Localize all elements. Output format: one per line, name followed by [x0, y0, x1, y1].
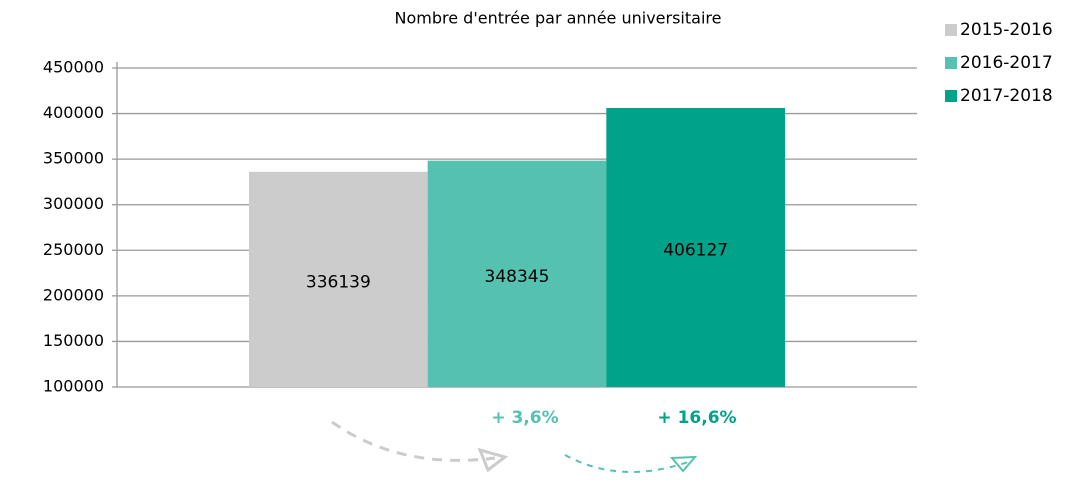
- y-tick-label: 100000: [43, 377, 104, 396]
- legend-label: 2017-2018: [960, 86, 1053, 106]
- y-tick-label: 150000: [43, 331, 104, 350]
- bar: [249, 171, 428, 387]
- data-label: 348345: [485, 267, 550, 287]
- arrow-decoration: [331, 420, 698, 473]
- legend-swatch: [945, 24, 957, 36]
- data-label: 406127: [663, 240, 728, 260]
- legend-swatch: [945, 90, 957, 102]
- annotation: + 3,6%: [491, 408, 558, 428]
- bar: [606, 107, 785, 387]
- y-tick-label: 200000: [43, 285, 104, 304]
- data-label: 336139: [306, 272, 371, 292]
- y-tick-label: 350000: [43, 149, 104, 168]
- y-tick-label: 400000: [43, 103, 104, 122]
- bar: [427, 160, 607, 387]
- legend-swatch: [945, 57, 957, 69]
- annotation: + 16,6%: [657, 408, 736, 428]
- y-tick-label: 450000: [43, 58, 104, 77]
- y-tick-label: 250000: [43, 240, 104, 259]
- y-tick-label: 300000: [43, 194, 104, 213]
- legend-label: 2016-2017: [960, 53, 1053, 73]
- chart-title: Nombre d'entrée par année universitaire: [395, 9, 722, 28]
- legend-label: 2015-2016: [960, 20, 1053, 40]
